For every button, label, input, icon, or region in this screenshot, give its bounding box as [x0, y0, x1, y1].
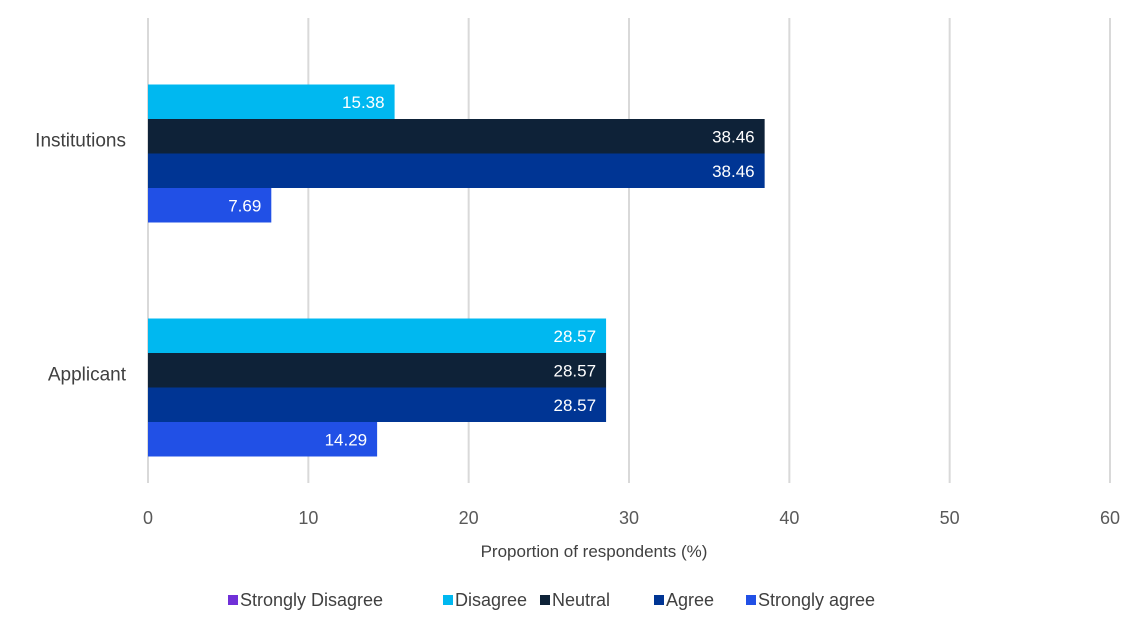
x-tick-labels: 0 10 20 30 40 50 60 — [143, 508, 1120, 528]
data-label: 38.46 — [712, 162, 755, 181]
bar-applicant-neutral — [148, 353, 607, 388]
legend-label: Disagree — [455, 590, 527, 610]
bar-applicant-agree — [148, 387, 607, 422]
category-label: Institutions — [35, 130, 126, 151]
data-label: 14.29 — [325, 430, 368, 449]
bar-applicant-disagree — [148, 318, 607, 353]
data-label: 15.38 — [342, 93, 385, 112]
data-label: 28.57 — [554, 327, 597, 346]
category-labels: Institutions Applicant — [35, 130, 127, 385]
legend: Strongly Disagree Disagree Neutral Agree Str… — [228, 590, 875, 610]
legend-swatch — [654, 595, 664, 605]
bar-applicant-strongly-agree — [148, 422, 378, 457]
x-tick-label: 10 — [298, 508, 318, 528]
x-tick-label: 30 — [619, 508, 639, 528]
legend-label: Neutral — [552, 590, 610, 610]
legend-swatch — [443, 595, 453, 605]
bar-institutions-agree — [148, 153, 765, 188]
x-tick-label: 40 — [779, 508, 799, 528]
bars — [148, 84, 765, 457]
bar-institutions-disagree — [148, 84, 395, 119]
legend-label: Agree — [666, 590, 714, 610]
data-labels: 15.38 38.46 38.46 7.69 28.57 28.57 28.57 14.29 — [228, 93, 754, 450]
legend-label: Strongly Disagree — [240, 590, 383, 610]
x-tick-label: 60 — [1100, 508, 1120, 528]
legend-swatch — [228, 595, 238, 605]
x-tick-label: 20 — [459, 508, 479, 528]
legend-swatch — [540, 595, 550, 605]
bar-institutions-strongly-agree — [148, 188, 272, 223]
x-tick-label: 50 — [940, 508, 960, 528]
category-label: Applicant — [48, 364, 127, 385]
bar-institutions-neutral — [148, 119, 765, 154]
data-label: 7.69 — [228, 196, 261, 215]
legend-label: Strongly agree — [758, 590, 875, 610]
legend-swatch — [746, 595, 756, 605]
data-label: 38.46 — [712, 127, 755, 146]
data-label: 28.57 — [554, 361, 597, 380]
x-axis-title: Proportion of respondents (%) — [481, 542, 708, 561]
data-label: 28.57 — [554, 396, 597, 415]
x-tick-label: 0 — [143, 508, 153, 528]
